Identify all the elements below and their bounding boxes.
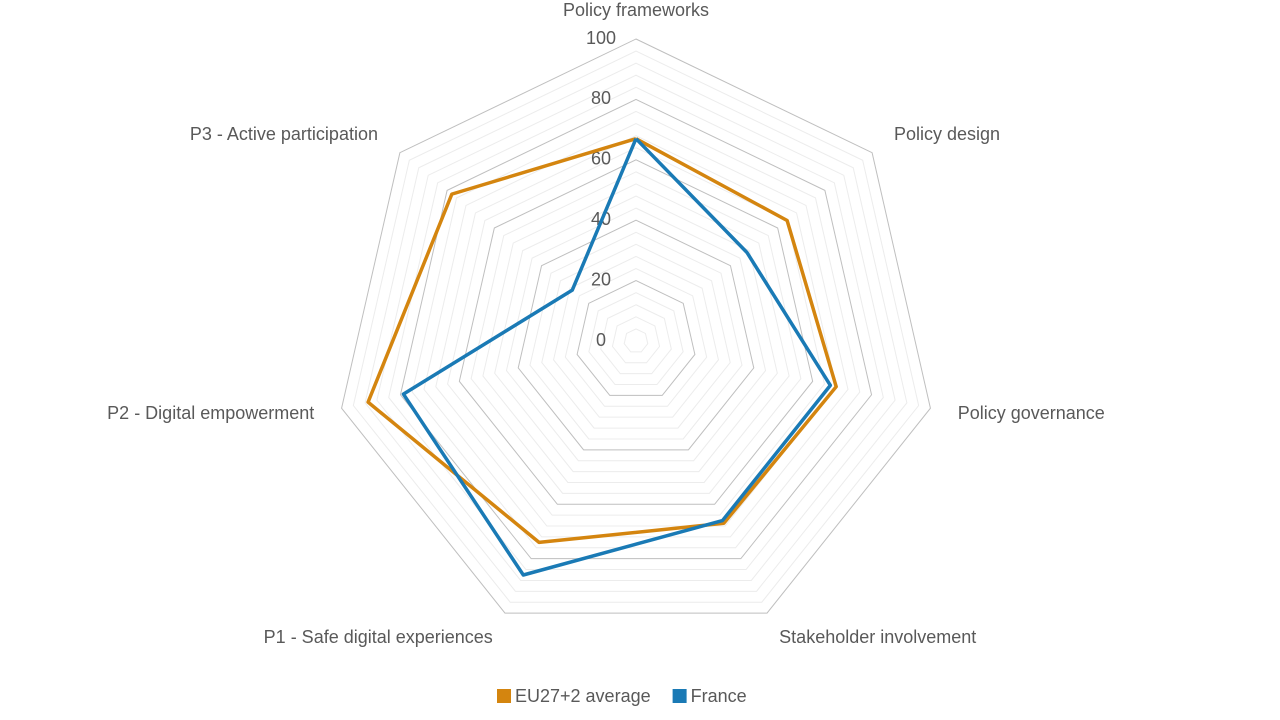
category-label: Policy frameworks	[563, 0, 709, 20]
minor-grid-ring	[411, 110, 861, 549]
grid-ring	[341, 38, 931, 614]
minor-grid-ring	[600, 304, 672, 375]
minor-grid-ring	[494, 195, 778, 473]
category-label: P3 - Active participation	[190, 124, 378, 144]
legend-swatch	[672, 689, 687, 703]
r-tick-label: 100	[586, 28, 616, 48]
minor-grid-ring	[435, 135, 837, 527]
category-label: Policy design	[894, 124, 1000, 144]
r-tick-label: 0	[596, 330, 606, 350]
legend: EU27+2 average France	[497, 686, 747, 706]
category-label: Policy governance	[958, 403, 1105, 423]
minor-grid-ring	[541, 243, 731, 429]
grid-ring	[517, 219, 755, 451]
legend-label: EU27+2 average	[515, 686, 651, 706]
minor-grid-ring	[376, 74, 896, 581]
legend-swatch	[497, 689, 511, 703]
minor-grid-ring	[470, 171, 802, 494]
minor-grid-ring	[553, 255, 719, 418]
grid-ring	[576, 280, 696, 396]
minor-grid-ring	[611, 316, 661, 364]
minor-grid-ring	[352, 50, 920, 603]
minor-grid-ring	[388, 86, 884, 571]
r-tick-label: 20	[591, 269, 611, 289]
minor-grid-ring	[423, 123, 849, 538]
grid-ring	[458, 159, 814, 505]
minor-grid-ring	[529, 231, 743, 440]
minor-grid-ring	[505, 207, 767, 462]
series-line	[366, 136, 838, 545]
series-line	[401, 137, 833, 577]
minor-grid-ring	[447, 147, 825, 516]
legend-label: France	[691, 686, 747, 706]
minor-grid-ring	[364, 62, 908, 592]
minor-grid-ring	[482, 183, 790, 483]
r-tick-label: 80	[591, 88, 611, 108]
r-tick-label: 60	[591, 149, 611, 169]
minor-grid-ring	[588, 292, 684, 386]
category-label: Stakeholder involvement	[779, 627, 976, 647]
minor-grid-ring	[564, 267, 708, 407]
category-label: P1 - Safe digital experiences	[264, 627, 493, 647]
minor-grid-ring	[623, 328, 649, 353]
category-label: P2 - Digital empowerment	[107, 403, 314, 423]
